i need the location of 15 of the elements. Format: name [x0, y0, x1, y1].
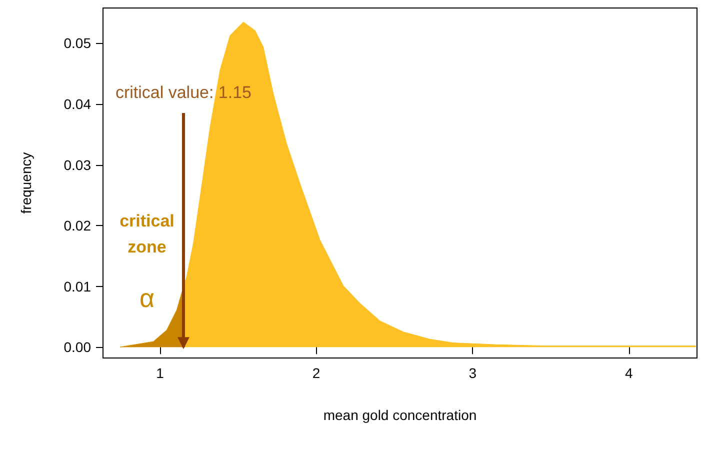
- y-tick-label: 0.05: [64, 35, 92, 52]
- ref-line-label: critical value: 1.15: [115, 83, 252, 102]
- x-tick-label: 4: [624, 365, 633, 381]
- y-tick-label: 0.03: [64, 156, 92, 173]
- y-axis-title: frequency: [18, 152, 34, 214]
- annotation: α: [139, 283, 155, 313]
- x-tick-label: 2: [312, 365, 320, 381]
- y-tick-label: 0.00: [64, 339, 92, 356]
- x-tick-label: 3: [468, 365, 477, 381]
- y-tick-label: 0.04: [64, 96, 92, 112]
- annotation: critical zone: [120, 212, 174, 256]
- x-axis-title: mean gold concentration: [323, 407, 477, 423]
- y-tick-label: 0.01: [64, 278, 92, 294]
- y-tick-label: 0.02: [64, 218, 92, 234]
- x-tick-label: 1: [156, 365, 164, 381]
